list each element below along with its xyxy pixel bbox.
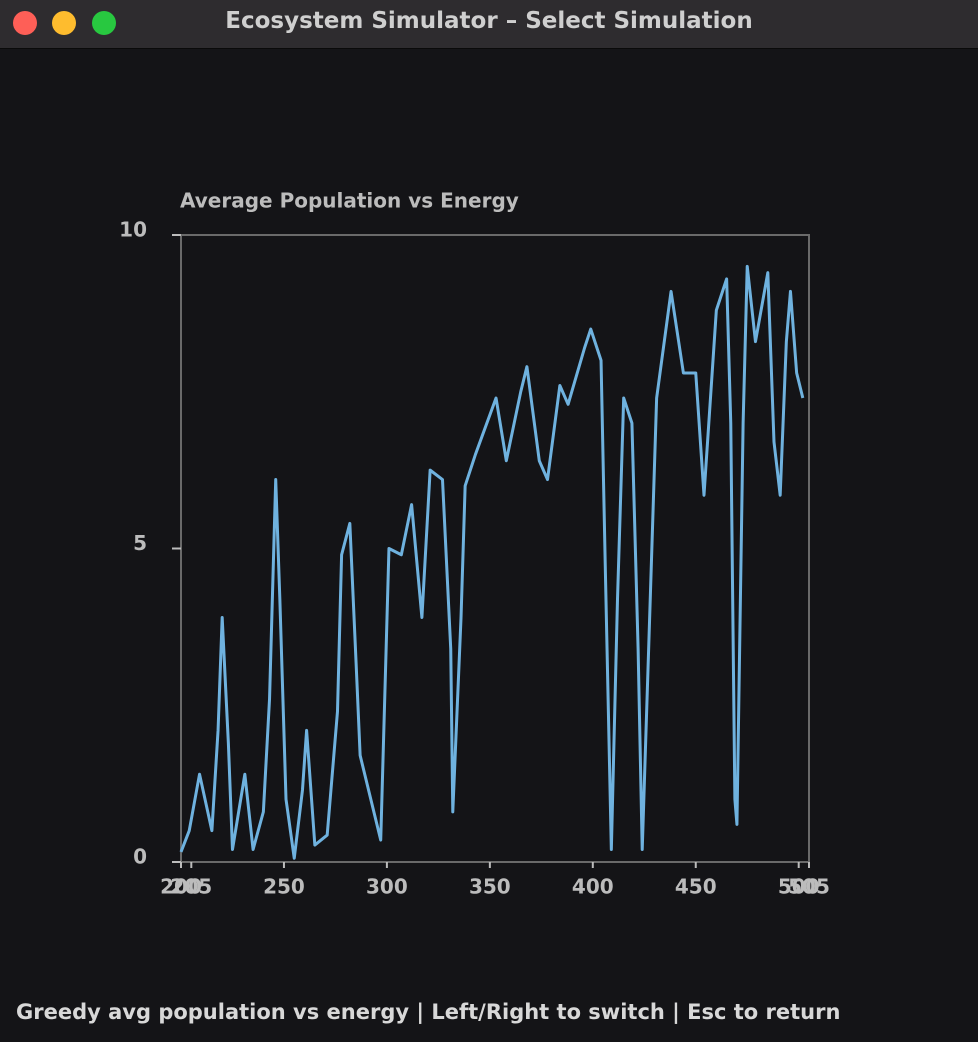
window-title: Ecosystem Simulator – Select Simulation xyxy=(225,8,753,34)
x-tick-label: 505 xyxy=(788,875,830,899)
y-tick-label: 5 xyxy=(133,531,147,555)
x-tick-label: 250 xyxy=(263,875,305,899)
y-tick-label: 0 xyxy=(133,845,147,869)
close-button[interactable] xyxy=(13,11,37,35)
status-bar: Greedy avg population vs energy | Left/R… xyxy=(16,1000,841,1024)
x-tick-label: 350 xyxy=(469,875,511,899)
x-tick-label: 450 xyxy=(675,875,717,899)
x-tick-label: 200 xyxy=(160,875,202,899)
x-tick-label: 400 xyxy=(572,875,614,899)
data-line xyxy=(179,264,805,860)
x-tick-label: 300 xyxy=(366,875,408,899)
minimize-button[interactable] xyxy=(52,11,76,35)
y-tick-label: 10 xyxy=(119,218,147,242)
zoom-button[interactable] xyxy=(92,11,116,35)
x-tick-label: 205 xyxy=(170,875,212,899)
x-tick-label: 500 xyxy=(778,875,820,899)
chart-title: Average Population vs Energy xyxy=(180,189,519,213)
title-bar: Ecosystem Simulator – Select Simulation xyxy=(0,0,978,49)
